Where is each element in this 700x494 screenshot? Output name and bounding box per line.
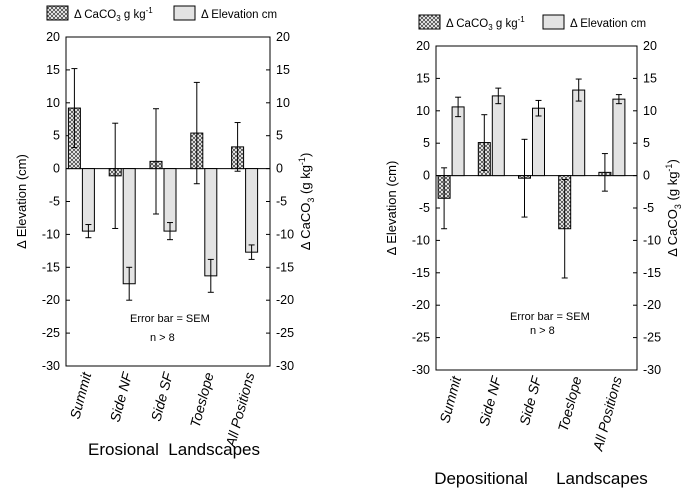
depositional-panel: 20 20 15 15 10 10 5 5 0 0 -5 -5 -10 -10 -15 -15 -20 -20 -2… bbox=[384, 39, 683, 453]
bar-elevation bbox=[245, 168, 259, 253]
category-label: Side NF bbox=[107, 369, 136, 423]
legend-label-caco3: Δ CaCO3 g kg-1 bbox=[74, 6, 153, 23]
annotation-n: n > 8 bbox=[150, 332, 175, 344]
bar-elevation bbox=[532, 107, 545, 177]
bar-elevation bbox=[122, 168, 136, 285]
bar-elevation bbox=[81, 168, 95, 232]
erosional-panel: 20 20 15 15 10 10 5 5 0 0 -5 -5 -10 -10 -15 -15 -20 -20 -2… bbox=[14, 30, 316, 449]
y-tick-label-right: 0 bbox=[276, 162, 283, 176]
category-label: Toeslope bbox=[555, 374, 585, 433]
y-tick-label-right: -25 bbox=[276, 326, 294, 340]
y-tick-label-left: 0 bbox=[53, 162, 60, 176]
category-label: Side NF bbox=[476, 373, 505, 427]
y-tick-label-left: -25 bbox=[412, 331, 430, 345]
y-tick-label-left: 20 bbox=[46, 30, 60, 44]
y-tick-label-left: -30 bbox=[412, 363, 430, 377]
y-tick-label-left: 15 bbox=[416, 71, 430, 85]
category-label: All Positions bbox=[589, 375, 624, 454]
y-tick-label-right: 20 bbox=[643, 39, 657, 53]
bar-elevation bbox=[163, 168, 177, 232]
y-tick-label-left: -10 bbox=[412, 233, 430, 247]
category-label: Toeslope bbox=[187, 370, 217, 429]
y-tick-label-right: -10 bbox=[643, 233, 661, 247]
bar-elevation bbox=[451, 106, 465, 177]
y-axis-label-left: Δ Elevation (cm) bbox=[384, 161, 399, 256]
annotation-error-bar: Error bar = SEM bbox=[510, 311, 590, 323]
y-tick-label-right: -5 bbox=[643, 201, 654, 215]
legend-right: Δ CaCO3 g kg-1 Δ Elevation cm bbox=[418, 14, 646, 32]
y-tick-label-left: -15 bbox=[42, 260, 60, 274]
annotation-error-bar: Error bar = SEM bbox=[130, 313, 210, 325]
y-tick-label-left: 10 bbox=[46, 96, 60, 110]
y-tick-label-left: -5 bbox=[49, 195, 60, 209]
y-tick-label-left: -15 bbox=[412, 266, 430, 280]
bar-elevation bbox=[491, 95, 505, 177]
y-tick-label-right: 5 bbox=[643, 136, 650, 150]
bar-elevation bbox=[612, 98, 626, 177]
legend-swatch-elevation bbox=[542, 14, 565, 30]
depositional-subtitle: Depositional Landscapes bbox=[434, 469, 648, 488]
y-axis-label-left: Δ Elevation (cm) bbox=[14, 154, 29, 249]
category-label: Side SF bbox=[516, 373, 545, 427]
legend-label-elevation: Δ Elevation cm bbox=[570, 18, 646, 30]
erosional-subtitle: Erosional Landscapes bbox=[88, 440, 260, 459]
y-tick-label-right: -5 bbox=[276, 195, 287, 209]
y-tick-label-right: -10 bbox=[276, 227, 294, 241]
y-tick-label-right: 10 bbox=[643, 104, 657, 118]
y-tick-label-left: -10 bbox=[42, 227, 60, 241]
y-axis-label-right: Δ CaCO3 (g kg-1) bbox=[664, 159, 683, 257]
annotation-n: n > 8 bbox=[530, 325, 555, 337]
y-tick-label-left: -20 bbox=[412, 298, 430, 312]
y-tick-label-right: 10 bbox=[276, 96, 290, 110]
y-axis-label-right: Δ CaCO3 (g kg-1) bbox=[297, 153, 316, 251]
y-tick-label-right: -15 bbox=[643, 266, 661, 280]
category-label: Side SF bbox=[148, 369, 177, 423]
y-tick-label-left: 5 bbox=[423, 136, 430, 150]
y-tick-label-right: 15 bbox=[276, 63, 290, 77]
legend-label-caco3: Δ CaCO3 g kg-1 bbox=[446, 15, 525, 32]
y-tick-label-right: 15 bbox=[643, 71, 657, 85]
y-tick-label-right: 5 bbox=[276, 129, 283, 143]
legend-swatch-elevation bbox=[173, 5, 196, 21]
legend-swatch-caco3 bbox=[46, 5, 69, 21]
y-tick-label-left: 20 bbox=[416, 39, 430, 53]
y-tick-label-left: -25 bbox=[42, 326, 60, 340]
y-tick-label-right: -20 bbox=[643, 298, 661, 312]
y-tick-label-right: -20 bbox=[276, 293, 294, 307]
category-label: Summit bbox=[67, 370, 95, 421]
y-tick-label-right: 0 bbox=[643, 169, 650, 183]
y-tick-label-left: 0 bbox=[423, 169, 430, 183]
y-tick-label-left: 10 bbox=[416, 104, 430, 118]
legend-label-elevation: Δ Elevation cm bbox=[201, 9, 277, 21]
y-tick-label-left: 5 bbox=[53, 129, 60, 143]
y-tick-label-right: -15 bbox=[276, 260, 294, 274]
legend-left: Δ CaCO3 g kg-1 Δ Elevation cm bbox=[46, 5, 277, 23]
y-tick-label-right: -25 bbox=[643, 331, 661, 345]
y-tick-label-right: 20 bbox=[276, 30, 290, 44]
y-tick-label-left: 15 bbox=[46, 63, 60, 77]
legend-swatch-caco3 bbox=[418, 14, 441, 30]
category-label: Summit bbox=[436, 374, 464, 425]
category-label: All Positions bbox=[222, 371, 257, 450]
bar-elevation bbox=[572, 89, 586, 177]
y-tick-label-left: -30 bbox=[42, 359, 60, 373]
y-tick-label-left: -5 bbox=[419, 201, 430, 215]
y-tick-label-right: -30 bbox=[276, 359, 294, 373]
y-tick-label-left: -20 bbox=[42, 293, 60, 307]
y-tick-label-right: -30 bbox=[643, 363, 661, 377]
